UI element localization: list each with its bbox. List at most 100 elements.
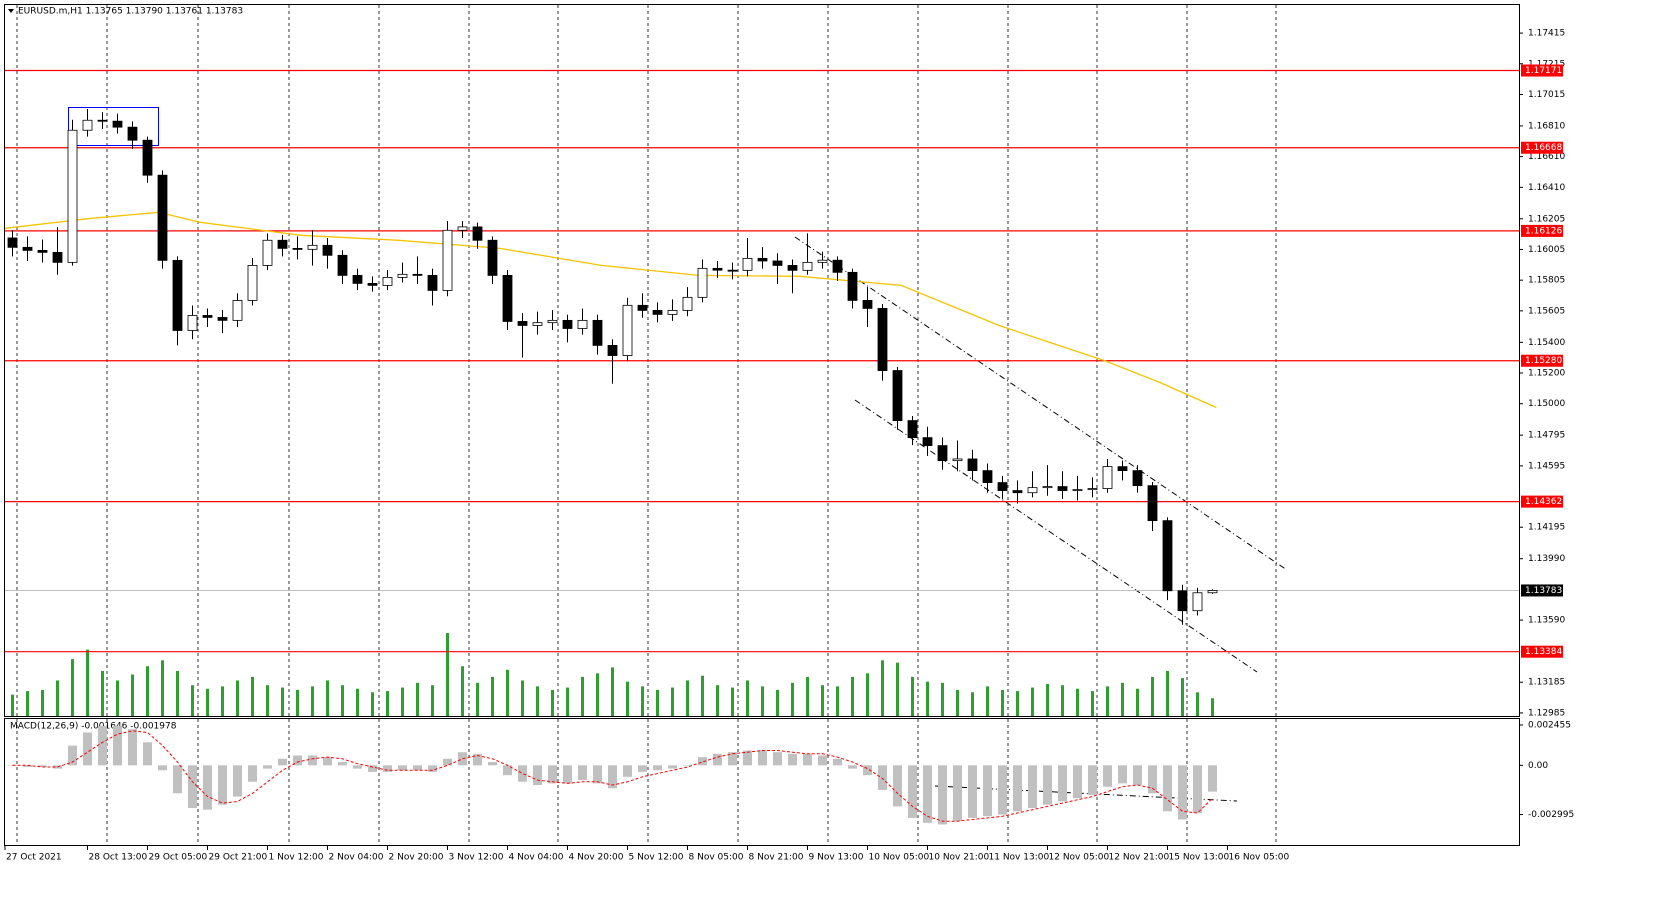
x-tick-label: 3 Nov 12:00 <box>449 853 504 863</box>
volume-bar <box>71 659 74 716</box>
volume-bar <box>641 686 644 716</box>
macd-bar <box>983 765 992 817</box>
volume-bar <box>1016 691 1019 716</box>
candle-body <box>997 482 1008 491</box>
macd-bar <box>1163 765 1172 812</box>
candle-body <box>877 307 888 371</box>
candle-body <box>1177 590 1188 612</box>
candle-body <box>772 260 783 266</box>
macd-bar <box>758 750 767 766</box>
candle-body <box>1027 487 1038 494</box>
volume-bar <box>926 681 929 716</box>
macd-title: MACD(12,26,9) -0.001646 -0.001978 <box>10 722 177 732</box>
macd-bar <box>1148 765 1157 794</box>
channel-upper <box>794 236 1288 571</box>
macd-bar <box>173 765 182 794</box>
candle-body <box>862 300 873 309</box>
macd-bar <box>248 765 257 782</box>
volume-bar <box>866 673 869 716</box>
volume-bar <box>1151 676 1154 716</box>
candle-body <box>727 269 738 272</box>
macd-bar <box>203 765 212 810</box>
candle-body <box>757 257 768 262</box>
candle-body <box>742 257 753 271</box>
candle-body <box>322 244 333 256</box>
candle-body <box>697 267 708 298</box>
volume-bar <box>356 688 359 716</box>
macd-bar <box>1103 765 1112 787</box>
candle-body <box>397 273 408 278</box>
candle-body <box>832 259 843 273</box>
macd-bar <box>578 765 587 781</box>
macd-bar <box>938 765 947 825</box>
macd-bar <box>893 765 902 807</box>
volume-bar <box>746 680 749 716</box>
candle-body <box>712 267 723 271</box>
macd-bar <box>1208 765 1217 792</box>
macd-bar <box>308 755 317 766</box>
macd-bar <box>38 765 47 767</box>
macd-bar <box>218 765 227 805</box>
volume-bar <box>1136 688 1139 716</box>
macd-bar <box>833 758 842 766</box>
volume-bar <box>956 689 959 716</box>
macd-bar <box>1133 765 1142 786</box>
current-price-box <box>1521 584 1563 597</box>
macd-bar <box>443 758 452 766</box>
volume-bar <box>461 666 464 716</box>
y-tick-label: 0.00 <box>1528 761 1548 771</box>
x-tick-label: 16 Nov 05:00 <box>1229 853 1290 863</box>
level-label-box <box>1521 645 1563 658</box>
macd-bar <box>413 765 422 771</box>
volume-bar <box>656 689 659 716</box>
macd-signal <box>12 730 1213 822</box>
volume-bar <box>176 670 179 716</box>
volume-bar <box>566 687 569 716</box>
menu-arrow <box>8 9 14 13</box>
current-price-label: 1.13783 <box>1525 586 1562 596</box>
macd-bar <box>713 753 722 766</box>
candle-body <box>337 254 348 276</box>
y-tick-label: -0.002995 <box>1528 810 1574 820</box>
volume-bar <box>881 660 884 716</box>
candle-body <box>82 119 93 131</box>
x-tick-label: 1 Nov 12:00 <box>269 853 324 863</box>
macd-bar <box>728 752 737 766</box>
macd-bar <box>1118 765 1127 784</box>
volume-bar <box>671 687 674 716</box>
candle-body <box>817 259 828 263</box>
macd-bar <box>683 765 692 766</box>
level-label-box <box>1521 495 1563 508</box>
x-tick-label: 15 Nov 13:00 <box>1169 853 1230 863</box>
volume-bar <box>236 680 239 716</box>
candle-body <box>352 275 363 284</box>
x-tick-label: 12 Nov 05:00 <box>1049 853 1110 863</box>
macd-bar <box>293 755 302 766</box>
macd-bar <box>953 765 962 822</box>
volume-bar <box>1106 686 1109 716</box>
macd-bar <box>188 765 197 809</box>
x-tick-label: 4 Nov 04:00 <box>509 853 564 863</box>
candle-body <box>577 319 588 329</box>
macd-bar <box>698 757 707 766</box>
volume-bar <box>1121 682 1124 716</box>
volume-bar <box>206 688 209 716</box>
macd-bar <box>1193 765 1202 813</box>
volume-bar <box>1031 687 1034 716</box>
volume-bar <box>581 676 584 716</box>
y-tick-label: 1.15805 <box>1528 276 1565 286</box>
x-tick-label: 2 Nov 04:00 <box>329 853 384 863</box>
volume-bar <box>116 680 119 716</box>
volume-bar <box>1076 688 1079 716</box>
level-label-box <box>1521 141 1563 154</box>
macd-bar <box>563 765 572 784</box>
candle-body <box>937 445 948 462</box>
macd-bar <box>788 753 797 766</box>
volume-bar <box>401 687 404 716</box>
y-tick-label: 1.16205 <box>1528 214 1565 224</box>
y-tick-label: 1.12985 <box>1528 708 1565 718</box>
candle-body <box>952 458 963 462</box>
x-tick-label: 4 Nov 20:00 <box>569 853 624 863</box>
candle-body <box>847 271 858 301</box>
